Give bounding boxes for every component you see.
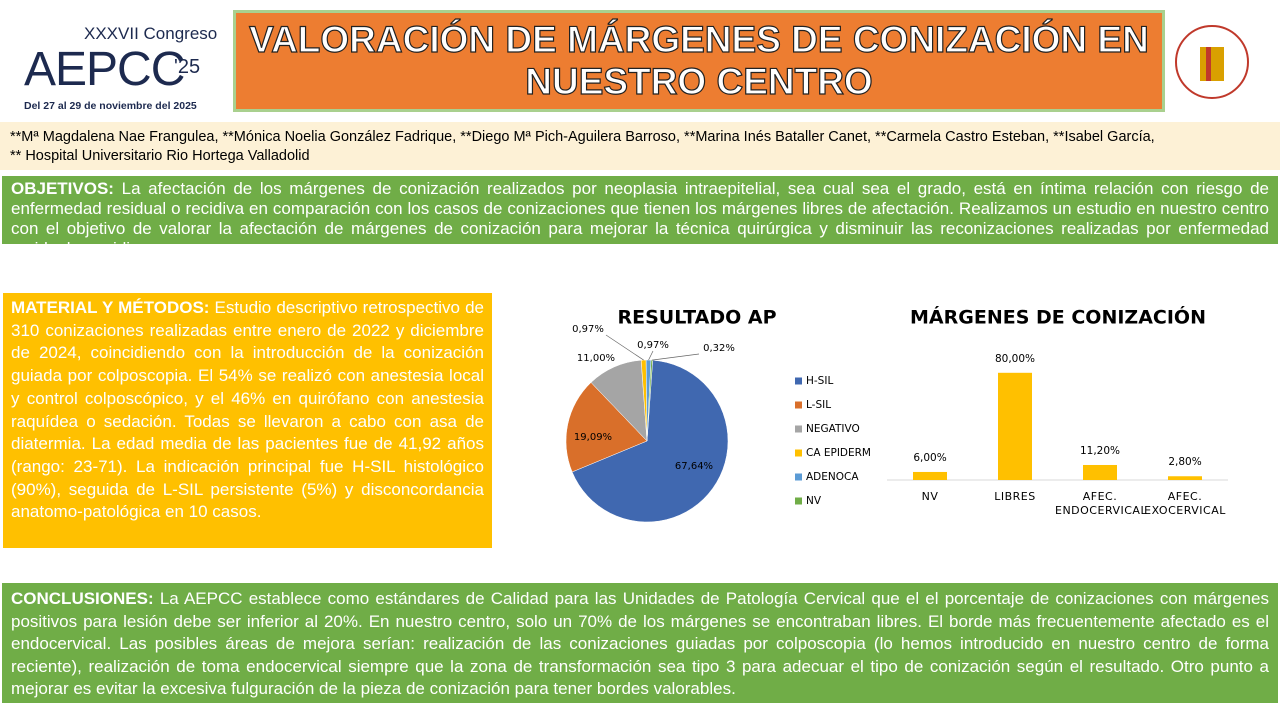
data-label: 0,97% <box>637 340 669 351</box>
logo-stripe <box>1206 47 1211 81</box>
legend-swatch <box>795 449 802 457</box>
section-text: Estudio descriptivo retrospectivo de 310… <box>11 298 484 522</box>
data-label: 0,97% <box>572 324 604 335</box>
section-text: La AEPCC establece como estándares de Ca… <box>11 589 1270 699</box>
logo-year: '25 <box>174 56 201 78</box>
legend-label: H-SIL <box>806 375 833 387</box>
society-logo <box>1175 25 1249 99</box>
logo-shape <box>1200 47 1224 81</box>
data-label: 80,00% <box>995 353 1035 365</box>
pie-slice <box>645 359 652 442</box>
bar <box>913 471 947 480</box>
data-label: 6,00% <box>913 452 946 464</box>
logo-name: AEPCC <box>24 43 185 96</box>
objetivos: OBJETIVOS: La afectación de los márgenes… <box>2 176 1278 258</box>
logo-edition: XXXVII Congreso <box>84 24 218 43</box>
pie-slice <box>590 359 648 442</box>
logo-ring <box>1175 25 1249 99</box>
bar <box>1083 464 1117 480</box>
pie-slice <box>640 359 648 442</box>
legend-label: L-SIL <box>806 399 831 411</box>
metodos: MATERIAL Y MÉTODOS: Estudio descriptivo … <box>3 293 492 548</box>
section-label: CONCLUSIONES: <box>11 589 154 608</box>
data-label: 11,20% <box>1080 445 1120 457</box>
legend-label: ADENOCA <box>806 471 859 483</box>
data-label: 2,80% <box>1168 456 1201 468</box>
conclusiones: CONCLUSIONES: La AEPCC establece como es… <box>2 583 1278 703</box>
leader-line <box>605 334 644 361</box>
legend-label: CA EPIDERM <box>806 447 871 459</box>
bar <box>998 372 1032 480</box>
section-label: MATERIAL Y MÉTODOS: <box>11 298 210 317</box>
x-tick-label: AFEC. ENDOCERVICAL <box>1055 490 1148 517</box>
x-tick-label: NV <box>921 490 939 503</box>
affiliation: ** Hospital Universitario Rio Hortega Va… <box>10 148 310 164</box>
author-names: **Mª Magdalena Nae Frangulea, **Mónica N… <box>10 129 1155 145</box>
leader-line <box>648 350 654 361</box>
legend-swatch <box>795 377 802 385</box>
chart-title: RESULTADO AP <box>617 307 776 329</box>
logo-dates: Del 27 al 29 de noviembre del 2025 <box>24 100 197 112</box>
authors: **Mª Magdalena Nae Frangulea, **Mónica N… <box>0 122 1280 170</box>
pie-slice <box>646 359 653 442</box>
x-tick-label: LIBRES <box>994 490 1036 503</box>
legend-swatch <box>795 401 802 409</box>
legend-swatch <box>795 425 802 433</box>
section-text: La afectación de los márgenes de conizac… <box>11 179 1269 258</box>
legend-label: NEGATIVO <box>806 423 860 435</box>
legend-swatch <box>795 497 802 505</box>
data-label: 11,00% <box>577 353 615 364</box>
legend-swatch <box>795 473 802 481</box>
bar <box>1168 476 1202 480</box>
data-label: 19,09% <box>574 432 612 443</box>
logo: XXXVII Congreso AEPCC '25 Del 27 al 29 d… <box>22 18 222 118</box>
data-label: 67,64% <box>675 461 713 472</box>
leader-line <box>651 353 700 361</box>
pie-slice <box>571 359 729 523</box>
data-label: 0,32% <box>703 343 735 354</box>
title-box: VALORACIÓN DE MÁRGENES DE CONIZACIÓN EN … <box>233 10 1165 112</box>
legend-label: NV <box>806 495 822 507</box>
title: VALORACIÓN DE MÁRGENES DE CONIZACIÓN EN … <box>249 18 1150 102</box>
x-tick-label: AFEC. EXOCERVICAL <box>1144 490 1226 517</box>
chart-title: MÁRGENES DE CONIZACIÓN <box>910 305 1206 329</box>
section-label: OBJETIVOS: <box>11 179 114 198</box>
pie-slice <box>565 382 648 473</box>
